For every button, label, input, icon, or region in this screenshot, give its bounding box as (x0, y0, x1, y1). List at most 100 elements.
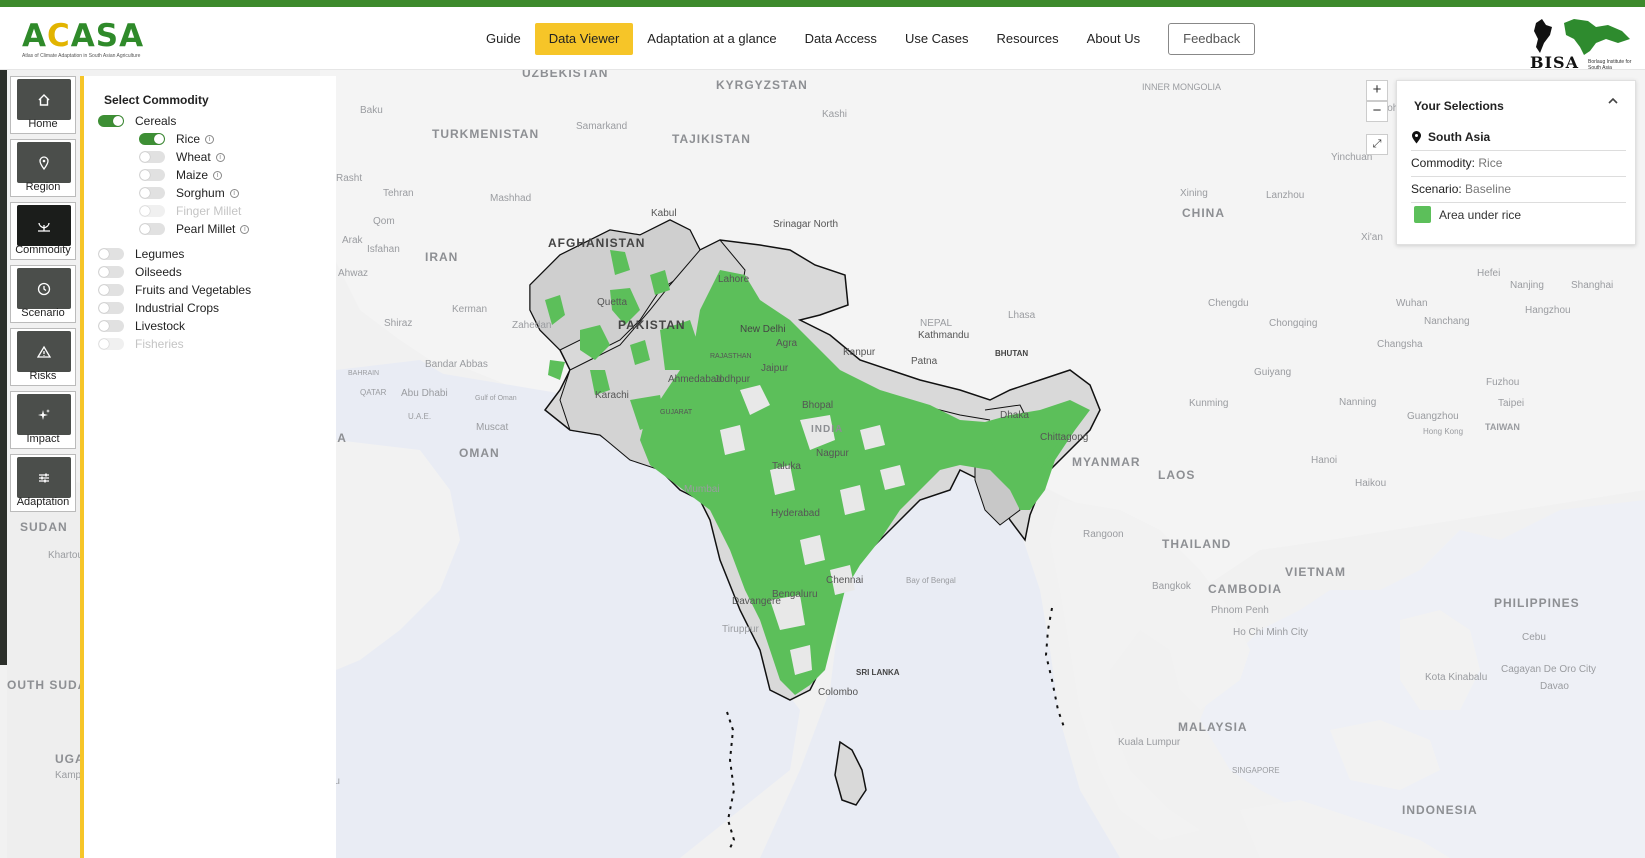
your-selections-card: Your Selections South Asia Commodity: Ri… (1396, 80, 1636, 245)
map-label-hong-kong: Hong Kong (1423, 427, 1464, 436)
commodity-label: Livestock (135, 319, 186, 333)
toggle-oilseeds[interactable] (98, 266, 124, 278)
feedback-button[interactable]: Feedback (1168, 23, 1256, 55)
commodity-group-livestock[interactable]: Livestock (98, 319, 185, 333)
map-label-baku: Baku (360, 105, 383, 116)
map-label-colombo: Colombo (818, 687, 859, 698)
toggle-fisheries (98, 338, 124, 350)
home-icon (17, 79, 71, 120)
toggle-cereals[interactable] (98, 115, 124, 127)
bisa-map-emblem-icon (1534, 19, 1630, 55)
top-accent-stripe (0, 0, 1645, 7)
map-label-lanzhou: Lanzhou (1266, 190, 1305, 201)
toggle-pearl-millet[interactable] (139, 223, 165, 235)
map-label-mashhad: Mashhad (490, 193, 532, 204)
sidenav-risks[interactable]: Risks (10, 328, 76, 386)
map-label-samarkand: Samarkand (576, 121, 628, 132)
toggle-wheat[interactable] (139, 151, 165, 163)
toggle-industrial-crops[interactable] (98, 302, 124, 314)
commodity-group-oilseeds[interactable]: Oilseeds (98, 265, 182, 279)
map-legend: Area under rice (1414, 206, 1521, 223)
nav-data-access[interactable]: Data Access (804, 31, 877, 46)
zoom-in-button[interactable]: + (1366, 80, 1388, 101)
map-label-ahwaz: Ahwaz (338, 268, 369, 279)
commodity-item-rice[interactable]: Rice i (139, 132, 215, 146)
commodity-label: Oilseeds (135, 265, 182, 279)
location-pin-icon (1411, 130, 1422, 144)
commodity-label: Finger Millet (176, 204, 242, 218)
map-label-tajikistan: TAJIKISTAN (672, 132, 751, 146)
toggle-rice[interactable] (139, 133, 165, 145)
info-icon[interactable]: i (205, 134, 215, 144)
map-label-pakistan: PAKISTAN (618, 318, 686, 332)
toggle-fruits-vegetables[interactable] (98, 284, 124, 296)
sidenav-commodity-label: Commodity (15, 244, 71, 256)
map-label-chennai: Chennai (826, 575, 864, 586)
sidenav-impact[interactable]: Impact (10, 391, 76, 449)
info-icon[interactable]: i (215, 152, 225, 162)
info-icon[interactable]: i (229, 188, 239, 198)
nav-resources[interactable]: Resources (996, 31, 1059, 46)
map-label-cambodia: CAMBODIA (1208, 582, 1282, 596)
map-label-myanmar: MYANMAR (1072, 455, 1141, 469)
sidenav-commodity[interactable]: Commodity (10, 202, 76, 260)
commodity-group-fruits-vegetables[interactable]: Fruits and Vegetables (98, 283, 251, 297)
divider (1411, 150, 1626, 151)
map-label-kota-kinabalu: Kota Kinabalu (1425, 672, 1488, 683)
chevron-up-icon[interactable] (1607, 95, 1619, 110)
sidenav-region[interactable]: Region (10, 139, 76, 197)
map-label-bhutan: BHUTAN (995, 349, 1029, 358)
map-label-guangzhou: Guangzhou (1407, 411, 1459, 422)
commodity-item-pearl-millet[interactable]: Pearl Millet i (139, 222, 250, 236)
nav-about-us[interactable]: About Us (1086, 31, 1141, 46)
map-label-gujarat: GUJARAT (660, 409, 693, 416)
clock-icon (17, 268, 71, 309)
map-label-lahore: Lahore (718, 274, 750, 285)
commodity-group-legumes[interactable]: Legumes (98, 247, 184, 261)
map-label-uae: U.A.E. (408, 412, 432, 421)
selected-region-label: South Asia (1428, 130, 1491, 144)
selected-region: South Asia (1411, 130, 1490, 144)
map-label-nanchang: Nanchang (1424, 316, 1470, 327)
commodity-item-wheat[interactable]: Wheat i (139, 150, 225, 164)
toggle-legumes[interactable] (98, 248, 124, 260)
map-label-singapore: SINGAPORE (1232, 766, 1280, 775)
nav-data-viewer[interactable]: Data Viewer (534, 23, 634, 55)
map-label-gulf-of-oman: Gulf of Oman (475, 395, 517, 402)
map-label-bay-of-bengal: Bay of Bengal (906, 576, 956, 585)
sliders-icon (17, 457, 71, 498)
map-label-davangere: Davangere (732, 596, 781, 607)
sidenav-adaptation[interactable]: Adaptation (10, 454, 76, 512)
sidenav-impact-label: Impact (26, 433, 60, 445)
map-label-turkmenistan: TURKMENISTAN (432, 127, 540, 141)
zoom-out-button[interactable]: − (1366, 101, 1388, 122)
map-label-wuhan: Wuhan (1396, 298, 1428, 309)
commodity-group-industrial-crops[interactable]: Industrial Crops (98, 301, 219, 315)
sidenav-scenario[interactable]: Scenario (10, 265, 76, 323)
map-label-rajasthan: RAJASTHAN (710, 353, 752, 360)
nav-use-cases[interactable]: Use Cases (904, 31, 969, 46)
fullscreen-icon[interactable]: ⤢ (1366, 134, 1388, 155)
toggle-maize[interactable] (139, 169, 165, 181)
info-icon[interactable]: i (213, 170, 223, 180)
map-label-kashi: Kashi (822, 109, 848, 120)
info-icon[interactable]: i (240, 224, 250, 234)
map-label-bangkok: Bangkok (1152, 581, 1191, 592)
commodity-key: Commodity: (1411, 156, 1476, 170)
nav-guide[interactable]: Guide (486, 31, 521, 46)
bisa-logo[interactable]: BISA Borlaug Institute for South Asia (1530, 17, 1640, 73)
commodity-label: Rice (176, 132, 201, 146)
map-label-lhasa: Lhasa (1008, 310, 1036, 321)
commodity-label: Sorghum (176, 186, 225, 200)
toggle-sorghum[interactable] (139, 187, 165, 199)
commodity-item-sorghum[interactable]: Sorghum i (139, 186, 239, 200)
acasa-logo[interactable]: ACASA Atlas of Climate Adaptation in Sou… (22, 19, 147, 65)
map-canvas[interactable]: UZBEKISTAN KYRGYZSTAN TURKMENISTAN TAJIK… (0, 70, 1645, 858)
map-label-philippines: PHILIPPINES (1494, 596, 1580, 610)
commodity-item-maize[interactable]: Maize i (139, 168, 223, 182)
toggle-livestock[interactable] (98, 320, 124, 332)
commodity-group-cereals[interactable]: Cereals (98, 114, 176, 128)
map-label-bandar-abbas: Bandar Abbas (425, 359, 488, 370)
sidenav-home[interactable]: Home (10, 76, 76, 134)
nav-adaptation-at-a-glance[interactable]: Adaptation at a glance (647, 31, 777, 46)
